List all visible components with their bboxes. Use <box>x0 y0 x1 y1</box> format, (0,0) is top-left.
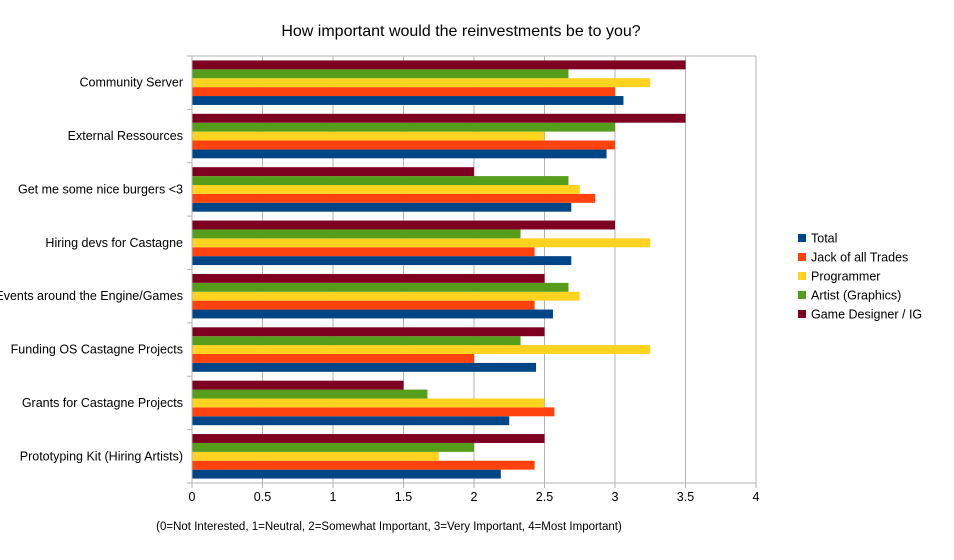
legend-swatch <box>798 310 806 318</box>
bar <box>192 407 555 417</box>
legend-swatch <box>798 272 806 280</box>
bar <box>192 69 569 79</box>
bar <box>192 362 537 372</box>
bar <box>192 193 596 203</box>
bar <box>192 451 439 461</box>
category-label: Community Server <box>80 76 184 90</box>
category-label: Hiring devs for Castagne <box>45 236 183 250</box>
axes <box>187 55 757 488</box>
bar <box>192 220 615 230</box>
bar <box>192 460 535 470</box>
bars <box>192 60 686 479</box>
bar <box>192 78 651 88</box>
category-labels: Community Server External Ressources Get m… <box>0 76 183 464</box>
x-tick-label: 2.5 <box>536 490 553 504</box>
legend-label: Artist (Graphics) <box>811 289 901 303</box>
category-label: Grants for Castagne Projects <box>22 396 183 410</box>
bar <box>192 96 624 105</box>
bar <box>192 167 474 177</box>
chart-title: How important would the reinvestments be… <box>281 23 640 40</box>
bar <box>192 131 545 141</box>
bar <box>192 238 651 248</box>
bar <box>192 176 569 185</box>
category-label: Get me some nice burgers <3 <box>18 182 183 196</box>
bar <box>192 345 651 355</box>
bar <box>192 442 474 452</box>
bar <box>192 247 535 257</box>
bar <box>192 87 615 97</box>
bar <box>192 113 686 123</box>
x-tick-label: 2 <box>471 490 478 504</box>
category-label: Prototyping Kit (Hiring Artists) <box>20 449 183 463</box>
bar <box>192 380 404 390</box>
bar <box>192 434 545 443</box>
bar <box>192 398 545 408</box>
x-axis-label: (0=Not Interested, 1=Neutral, 2=Somewhat… <box>156 521 622 533</box>
x-tick-labels: 0 0.5 1 1.5 2 2.5 3 3.5 4 <box>189 490 760 504</box>
legend-label: Game Designer / IG <box>811 308 922 322</box>
bar <box>192 122 615 132</box>
x-tick-label: 0 <box>189 490 196 504</box>
bar <box>192 469 501 479</box>
legend-swatch <box>798 253 806 261</box>
legend-swatch <box>798 234 806 242</box>
x-tick-label: 4 <box>753 490 760 504</box>
bar <box>192 291 580 301</box>
x-tick-label: 3 <box>612 490 619 504</box>
legend-label: Total <box>811 232 837 246</box>
bar <box>192 149 607 159</box>
category-label: Events around the Engine/Games <box>0 289 183 303</box>
bar <box>192 140 615 150</box>
bar <box>192 60 686 70</box>
bar <box>192 336 521 346</box>
legend-label: Jack of all Trades <box>811 251 908 265</box>
x-tick-label: 3.5 <box>677 490 694 504</box>
bar <box>192 354 474 363</box>
x-tick-label: 1 <box>330 490 337 504</box>
x-tick-label: 1.5 <box>395 490 412 504</box>
category-label: Funding OS Castagne Projects <box>11 343 183 357</box>
bar <box>192 202 572 212</box>
bar <box>192 282 569 292</box>
bar <box>192 184 580 194</box>
bar <box>192 309 553 319</box>
legend: Total Jack of all Trades Programmer Artist … <box>798 232 922 322</box>
bar <box>192 256 572 266</box>
category-label: External Ressources <box>68 129 183 143</box>
bar <box>192 273 545 283</box>
legend-label: Programmer <box>811 270 880 284</box>
bar <box>192 327 545 337</box>
bar <box>192 229 521 239</box>
bar <box>192 389 428 399</box>
x-tick-label: 0.5 <box>254 490 271 504</box>
legend-swatch <box>798 291 806 299</box>
bar <box>192 416 510 426</box>
bar <box>192 300 535 310</box>
